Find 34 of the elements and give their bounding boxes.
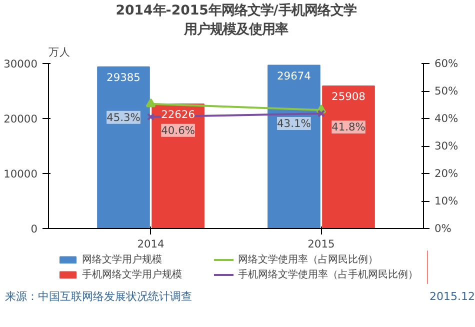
chart-title: 2014年-2015年网络文学/手机网络文学 — [116, 2, 356, 18]
y-tick-label: 20000 — [4, 112, 38, 126]
y2-tick-label: 0% — [434, 222, 452, 235]
data-label: 22626 — [161, 108, 196, 122]
y2-tick-label: 20% — [434, 167, 458, 180]
legend-label: 网络文学用户规模 — [82, 253, 163, 266]
legend-label: 网络文学使用率（占网民比例） — [238, 253, 378, 266]
x-tick-label: 2014 — [137, 238, 165, 250]
y-axis-title: 万人 — [48, 46, 70, 58]
chart-subtitle: 用户规模及使用率 — [183, 22, 288, 38]
x-tick-label: 2015 — [308, 238, 335, 250]
y2-tick-label: 10% — [434, 194, 458, 208]
data-label: 40.6% — [161, 124, 195, 137]
text: 2015.12 — [430, 289, 475, 305]
data-label: 29674 — [277, 69, 312, 82]
y2-tick-label: 50% — [434, 84, 458, 98]
data-label: 29385 — [106, 70, 140, 84]
y-tick-label: 30000 — [4, 58, 38, 70]
data-label: 43.1% — [277, 116, 311, 130]
data-label: 45.3% — [106, 110, 140, 124]
legend-label: 手机网络文学使用率（占手机网民比例） — [238, 268, 418, 282]
source-note: 来源：中国互联网络发展状况统计调查 — [5, 289, 192, 305]
bar — [152, 104, 204, 228]
bar — [97, 66, 150, 228]
data-label: 25908 — [332, 90, 366, 104]
y-tick-label: 10000 — [4, 168, 38, 180]
legend-label: 手机网络文学用户规模 — [82, 268, 183, 282]
bar — [268, 64, 320, 228]
bar — [322, 86, 375, 228]
y2-tick-label: 30% — [434, 140, 458, 152]
y-tick-label: 0 — [30, 222, 38, 236]
y2-tick-label: 60% — [434, 57, 458, 70]
data-label: 41.8% — [332, 120, 366, 134]
y2-tick-label: 40% — [434, 112, 458, 125]
